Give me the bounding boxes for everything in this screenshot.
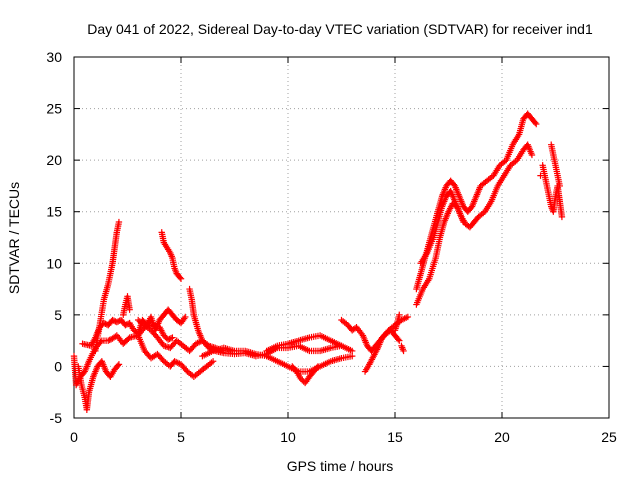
marker-track-b: [115, 361, 123, 368]
y-tick-labels: -5 0 5 10 15 20 25 30: [46, 49, 62, 426]
x-tick-label: 5: [177, 429, 185, 445]
marker-track-c: [113, 318, 120, 326]
marker-track-c: [122, 321, 129, 329]
marker-track-u: [556, 182, 563, 190]
plot-frame: [73, 56, 610, 419]
y-tick-label: 20: [46, 152, 62, 168]
marker-track-n: [396, 337, 403, 344]
marker-track-q: [533, 120, 540, 128]
y-tick-label: 5: [54, 307, 62, 323]
marker-track-h: [176, 274, 184, 281]
marker-track-a: [106, 336, 113, 344]
marker-track-t: [558, 213, 566, 221]
y-tick-label: 30: [46, 49, 62, 65]
marker-track-c: [109, 316, 116, 324]
y-tick-label: 10: [46, 255, 62, 271]
marker-track-f: [209, 358, 217, 365]
y-tick-label: 25: [46, 101, 62, 117]
marker-track-d: [115, 218, 123, 226]
marker-track-e: [126, 306, 133, 313]
marker-track-v: [537, 172, 544, 179]
marker-track-l: [313, 364, 321, 371]
marker-track-f: [159, 356, 166, 364]
x-tick-label: 15: [387, 429, 403, 445]
marker-track-s: [460, 218, 467, 226]
x-axis-label: GPS time / hours: [287, 458, 394, 474]
y-tick-label: 0: [54, 358, 62, 374]
x-tick-labels: 0 5 10 15 20 25: [70, 429, 617, 445]
marker-track-a: [160, 332, 168, 339]
marker-track-j: [349, 352, 356, 360]
marker-track-n: [395, 336, 402, 343]
data-points: [70, 110, 566, 413]
marker-track-a: [166, 335, 173, 343]
marker-track-c: [110, 317, 118, 324]
marker-track-n: [378, 334, 386, 341]
x-tick-label: 10: [280, 429, 296, 445]
marker-track-a: [167, 335, 175, 342]
x-tick-label: 25: [601, 429, 617, 445]
marker-track-h: [177, 275, 185, 282]
marker-track-m: [404, 313, 412, 321]
y-axis-label: SDTVAR / TECUs: [6, 182, 22, 294]
marker-track-n: [380, 332, 387, 340]
chart-title: Day 041 of 2022, Sidereal Day-to-day VTE…: [87, 21, 593, 37]
marker-track-f: [174, 359, 181, 367]
y-tick-label: 15: [46, 204, 62, 220]
marker-track-q: [531, 119, 539, 126]
x-tick-label: 0: [70, 429, 78, 445]
axis-ticks: [73, 56, 610, 419]
marker-track-k: [338, 342, 345, 349]
marker-track-o: [396, 311, 403, 319]
marker-track-a: [105, 337, 112, 344]
grid-lines: [74, 57, 609, 418]
x-tick-label: 20: [494, 429, 510, 445]
marker-track-a: [169, 334, 176, 341]
marker-track-l: [297, 375, 305, 383]
marker-track-b: [114, 362, 122, 369]
marker-track-a: [162, 333, 169, 341]
marker-track-c: [182, 313, 189, 321]
marker-track-a: [164, 336, 172, 343]
marker-track-r: [528, 151, 536, 159]
marker-track-l: [314, 363, 322, 370]
marker-track-p: [400, 347, 407, 355]
y-tick-label: -5: [50, 410, 63, 426]
